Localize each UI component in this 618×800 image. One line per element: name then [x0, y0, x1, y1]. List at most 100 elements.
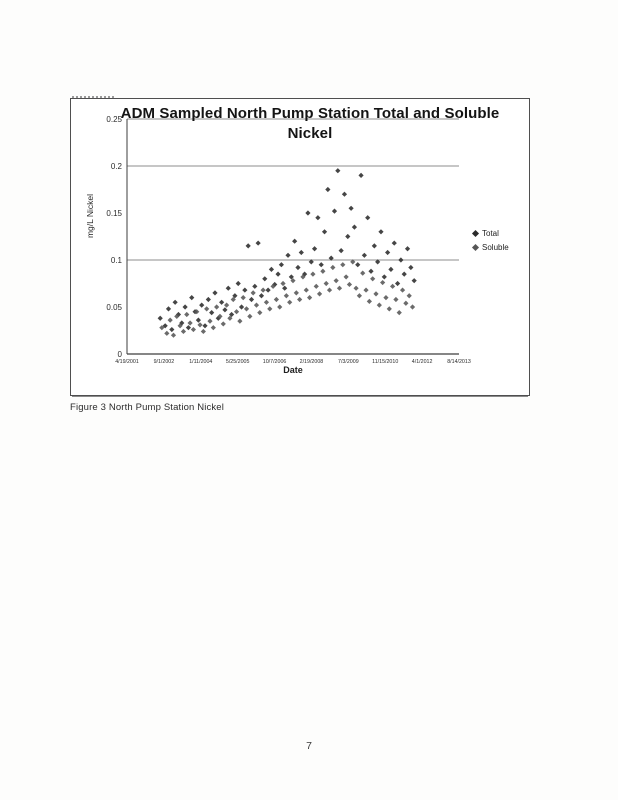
- y-tick-label: 0: [118, 350, 123, 359]
- legend-label: Soluble: [482, 243, 509, 252]
- data-point-total: [252, 283, 258, 289]
- data-point-soluble: [346, 281, 353, 288]
- data-point-total: [238, 304, 245, 310]
- data-point-total: [242, 287, 248, 293]
- data-point-soluble: [243, 306, 250, 312]
- data-point-total: [338, 248, 344, 254]
- data-point-total: [292, 238, 298, 244]
- x-tick-label: 4/19/2001: [115, 359, 139, 365]
- data-point-total: [189, 295, 195, 301]
- data-point-soluble: [214, 304, 220, 310]
- data-point-total: [398, 257, 404, 263]
- x-tick-label: 5/25/2005: [226, 359, 250, 365]
- data-point-soluble: [323, 280, 329, 287]
- data-point-soluble: [363, 287, 369, 293]
- data-point-soluble: [393, 296, 399, 303]
- data-point-total: [375, 259, 381, 265]
- data-point-total: [408, 264, 414, 271]
- data-point-total: [325, 186, 331, 193]
- data-point-total: [321, 229, 328, 235]
- data-point-soluble: [233, 309, 240, 315]
- data-point-soluble: [180, 328, 187, 335]
- data-point-total: [235, 280, 241, 287]
- x-tick-label: 4/1/2012: [412, 359, 433, 365]
- data-point-soluble: [316, 291, 323, 297]
- data-point-soluble: [270, 283, 276, 289]
- data-point-soluble: [356, 293, 362, 299]
- data-point-soluble: [159, 325, 165, 331]
- data-point-soluble: [170, 332, 177, 338]
- data-point-total: [361, 252, 367, 258]
- data-point-total: [162, 323, 168, 329]
- data-point-soluble: [353, 285, 359, 291]
- data-point-total: [385, 249, 391, 256]
- data-point-total: [351, 224, 358, 230]
- x-tick-label: 1/11/2004: [189, 359, 212, 365]
- y-tick-label: 0.2: [111, 162, 123, 171]
- data-point-soluble: [330, 264, 336, 271]
- y-tick-label: 0.15: [106, 209, 122, 218]
- data-point-total: [262, 276, 268, 282]
- legend-diamond-icon: [471, 229, 480, 238]
- data-point-total: [411, 278, 417, 284]
- data-point-soluble: [190, 326, 196, 333]
- data-point-total: [401, 271, 407, 277]
- y-tick-label: 0.1: [111, 256, 123, 265]
- data-point-soluble: [313, 283, 319, 289]
- data-point-total: [157, 315, 163, 321]
- data-point-soluble: [253, 302, 260, 308]
- data-point-soluble: [267, 306, 273, 312]
- data-point-soluble: [310, 271, 316, 277]
- data-point-soluble: [287, 299, 293, 305]
- data-point-soluble: [406, 293, 412, 299]
- data-point-total: [225, 285, 231, 291]
- data-point-soluble: [340, 262, 346, 268]
- y-tick-label: 0.25: [106, 115, 122, 124]
- x-tick-label: 9/1/2002: [154, 359, 175, 365]
- data-point-total: [285, 252, 291, 258]
- page-number: 7: [306, 740, 312, 752]
- data-point-soluble: [280, 280, 286, 287]
- data-point-soluble: [396, 310, 402, 316]
- data-point-total: [328, 255, 334, 261]
- x-axis-title: Date: [283, 365, 303, 375]
- data-point-soluble: [194, 309, 200, 315]
- data-point-total: [275, 271, 281, 277]
- data-point-total: [378, 229, 384, 235]
- data-point-soluble: [273, 296, 279, 303]
- data-point-total: [182, 304, 188, 310]
- data-point-total: [248, 296, 255, 303]
- data-point-soluble: [390, 283, 396, 289]
- data-point-total: [258, 293, 265, 299]
- legend-diamond-icon: [471, 243, 480, 252]
- data-point-soluble: [177, 323, 183, 329]
- data-point-soluble: [333, 278, 339, 284]
- legend-label: Total: [482, 229, 499, 238]
- data-point-total: [255, 240, 261, 246]
- data-point-total: [315, 215, 321, 221]
- data-point-soluble: [204, 306, 210, 312]
- plot-area: 0 0.05 0.1 0.15 0.2 0.25 4/19/2001 9/1/2002 1/11…: [106, 115, 470, 365]
- data-point-total: [172, 299, 178, 305]
- data-point-total: [355, 262, 361, 268]
- data-point-soluble: [237, 318, 243, 324]
- data-point-soluble: [220, 321, 226, 327]
- data-point-soluble: [207, 318, 213, 324]
- data-point-soluble: [240, 295, 246, 301]
- legend-item-total: Total: [471, 229, 509, 238]
- data-point-soluble: [373, 291, 379, 297]
- legend-item-soluble: Soluble: [471, 243, 509, 252]
- data-point-total: [295, 264, 301, 271]
- legend: Total Soluble: [471, 229, 509, 252]
- data-point-total: [298, 249, 304, 256]
- figure-caption: Figure 3 North Pump Station Nickel: [70, 402, 224, 413]
- data-point-soluble: [320, 268, 326, 274]
- data-point-soluble: [200, 328, 206, 335]
- data-point-soluble: [386, 306, 392, 312]
- data-point-soluble: [184, 311, 190, 318]
- data-point-soluble: [277, 304, 283, 310]
- data-point-total: [394, 280, 401, 287]
- data-point-soluble: [283, 293, 289, 299]
- scan-artifact-dots: [72, 96, 114, 98]
